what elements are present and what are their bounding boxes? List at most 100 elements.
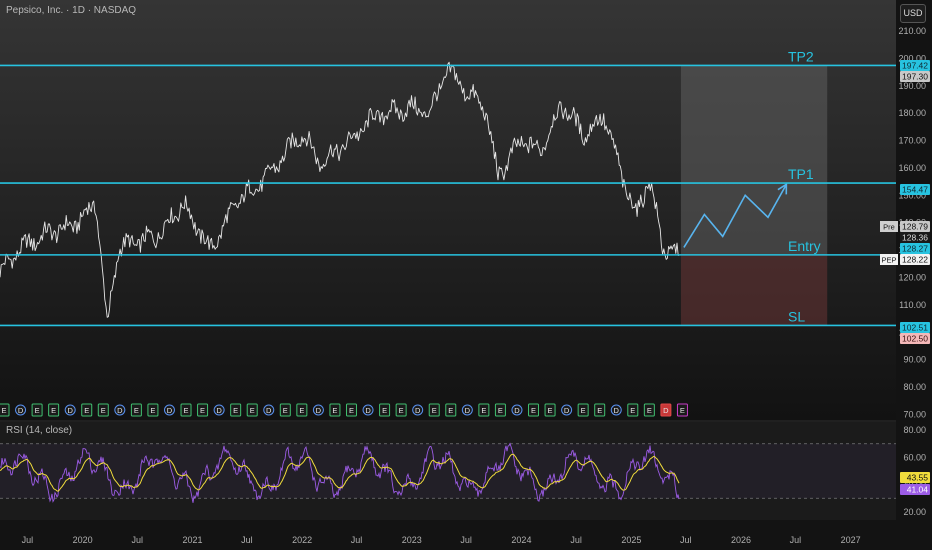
earnings-marker <box>528 403 540 417</box>
earnings-marker <box>395 403 407 417</box>
earnings-marker <box>230 403 242 417</box>
event-marker-label: D <box>216 406 222 415</box>
event-marker-label: E <box>581 406 586 415</box>
rsi-value-tag <box>900 472 930 483</box>
stop-zone <box>680 254 828 326</box>
event-marker-label: E <box>1 406 6 415</box>
price-tag-value: 128.36 <box>902 233 928 243</box>
price-tag-level <box>900 243 930 254</box>
earnings-marker <box>197 403 209 417</box>
rsi-tick-label: 60.00 <box>903 452 926 462</box>
x-tick-label: Jul <box>570 535 582 545</box>
event-marker-label: E <box>481 406 486 415</box>
dividend-marker <box>114 404 126 416</box>
level-label-sl: SL <box>788 308 805 324</box>
y-tick-label: 180.00 <box>898 108 926 118</box>
x-tick-label: 2020 <box>73 535 93 545</box>
level-label-entry: Entry <box>788 238 821 254</box>
earnings-marker <box>279 403 291 417</box>
rsi-tick-label: 80.00 <box>903 425 926 435</box>
price-tag-name-box <box>880 221 898 232</box>
y-tick-label: 120.00 <box>898 273 926 283</box>
price-tag-gray <box>900 221 930 232</box>
event-marker-label: E <box>200 406 205 415</box>
rsi-pane <box>0 422 896 520</box>
x-tick-label: 2023 <box>402 535 422 545</box>
dividend-marker <box>213 404 225 416</box>
price-tag-value: 102.51 <box>902 323 928 333</box>
dividend-marker <box>511 404 523 416</box>
y-tick-label: 90.00 <box>903 355 926 365</box>
earnings-marker <box>97 403 109 417</box>
dividend-marker <box>312 404 324 416</box>
earnings-marker <box>627 403 639 417</box>
price-line <box>0 61 680 318</box>
projection-arrowhead <box>777 182 788 195</box>
projection-path <box>683 184 788 248</box>
currency-button[interactable]: USD <box>900 4 926 23</box>
price-tag-name-box <box>880 254 898 265</box>
price-tag-value: 128.22 <box>902 255 928 265</box>
rsi-value-tag <box>900 484 930 495</box>
y-tick-label: 190.00 <box>898 81 926 91</box>
y-tick-label: 210.00 <box>898 26 926 36</box>
y-tick-label: 80.00 <box>903 382 926 392</box>
event-marker-label: E <box>349 406 354 415</box>
price-tag-value: 102.50 <box>902 334 928 344</box>
event-marker-label: E <box>184 406 189 415</box>
event-marker-label: D <box>18 406 24 415</box>
y-tick-label: 70.00 <box>903 410 926 420</box>
price-tag-level <box>900 60 930 71</box>
event-marker-label: D <box>465 406 471 415</box>
earnings-marker <box>379 403 391 417</box>
chart-title: Pepsico, Inc. · 1D · NASDAQ <box>6 5 137 16</box>
price-tag-value: 197.30 <box>902 72 928 82</box>
dividend-marker <box>561 404 573 416</box>
x-tick-label: 2025 <box>621 535 641 545</box>
earnings-marker <box>296 403 308 417</box>
earnings-marker <box>180 403 192 417</box>
event-marker-label: D <box>415 406 421 415</box>
earnings-marker <box>445 403 457 417</box>
earnings-marker <box>594 403 606 417</box>
dividend-marker <box>163 404 175 416</box>
dividend-marker <box>263 404 275 416</box>
y-tick-label: 110.00 <box>899 300 926 310</box>
rsi-line <box>0 442 680 503</box>
event-marker-label: E <box>399 406 404 415</box>
earnings-marker <box>329 403 341 417</box>
event-marker-label: E <box>382 406 387 415</box>
event-marker-label: D <box>167 406 173 415</box>
event-marker-label: D <box>266 406 272 415</box>
event-marker-label: D <box>663 406 669 415</box>
price-tag-red <box>900 333 930 344</box>
x-tick-label: 2024 <box>511 535 531 545</box>
event-marker-label: E <box>531 406 536 415</box>
event-marker-label: D <box>614 406 620 415</box>
dividend-marker <box>412 404 424 416</box>
price-tag-value: 154.47 <box>902 185 928 195</box>
earnings-marker <box>494 403 506 417</box>
earnings-marker <box>676 403 688 417</box>
event-marker-label: E <box>332 406 337 415</box>
earnings-marker <box>478 403 490 417</box>
level-label-tp1: TP1 <box>788 166 814 182</box>
x-tick-label: Jul <box>351 535 363 545</box>
x-tick-label: 2021 <box>183 535 203 545</box>
earnings-marker <box>0 403 10 417</box>
event-marker-label: E <box>134 406 139 415</box>
earnings-marker <box>81 403 93 417</box>
event-marker-label: E <box>448 406 453 415</box>
event-marker-label: E <box>150 406 155 415</box>
price-tag-level <box>900 322 930 333</box>
event-marker-label: E <box>299 406 304 415</box>
rsi-value-text: 41.04 <box>907 485 929 495</box>
level-label-tp2: TP2 <box>788 48 814 64</box>
earnings-marker <box>48 403 60 417</box>
dividend-marker <box>64 404 76 416</box>
x-tick-label: Jul <box>22 535 34 545</box>
x-tick-label: 2026 <box>731 535 751 545</box>
event-marker-label: E <box>101 406 106 415</box>
